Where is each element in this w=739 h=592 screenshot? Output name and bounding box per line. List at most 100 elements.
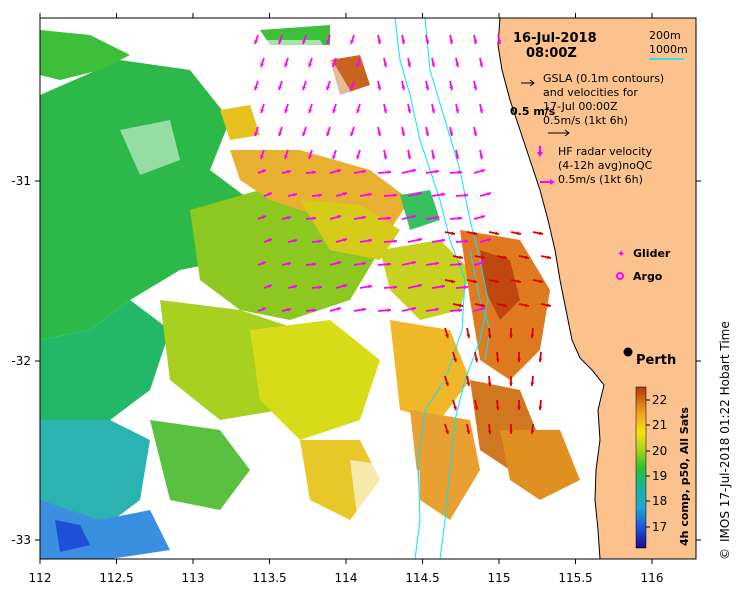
colorbar-tick-label: 20 <box>652 444 667 458</box>
hf-velocity-arrow <box>425 261 440 266</box>
hf-line-2: (4-12h avg)noQC <box>558 159 653 172</box>
hf-velocity-arrow <box>455 149 460 160</box>
colorbar-title: 4h comp, p50, All Sats <box>678 407 691 546</box>
hf-velocity-arrow <box>473 126 478 137</box>
hf-velocity-arrow <box>455 285 469 290</box>
gsla-velocity-arrow <box>444 231 456 236</box>
hf-velocity-arrow <box>278 34 283 45</box>
hf-velocity-arrow <box>359 238 373 243</box>
hf-velocity-arrow <box>449 80 454 91</box>
hf-velocity-arrow <box>260 103 265 114</box>
x-tick-label: 115.5 <box>558 571 592 585</box>
hf-velocity-arrow <box>401 260 417 266</box>
hf-velocity-arrow <box>431 192 446 197</box>
hf-velocity-arrow <box>401 80 406 91</box>
argo-label: Argo <box>633 270 663 283</box>
hf-velocity-arrow <box>257 261 267 266</box>
scale-1000m: 1000m <box>649 43 688 56</box>
gsla-velocity-arrow <box>517 352 521 362</box>
gsla-velocity-arrow <box>444 375 449 387</box>
hf-velocity-arrow <box>353 261 367 266</box>
hf-velocity-arrow <box>305 308 317 313</box>
gsla-line-4: 0.5m/s (1kt 6h) <box>543 114 628 127</box>
hf-velocity-arrow <box>359 192 373 197</box>
velocity-arrows <box>254 34 552 435</box>
gsla-velocity-arrow <box>510 231 522 236</box>
y-tick-label: -31 <box>11 174 31 188</box>
hf-velocity-arrow <box>335 238 348 243</box>
gsla-velocity-arrow <box>452 255 464 260</box>
gsla-velocity-arrow <box>444 327 449 339</box>
hf-velocity-arrow <box>401 34 406 45</box>
hf-velocity-arrow <box>308 149 313 160</box>
hf-velocity-arrow <box>449 262 463 267</box>
hf-velocity-arrow <box>284 57 289 68</box>
hf-velocity-arrow <box>353 169 367 174</box>
gsla-velocity-arrow <box>474 399 479 411</box>
hf-line-1: HF radar velocity <box>558 145 653 158</box>
gsla-velocity-arrow <box>495 399 500 411</box>
hf-velocity-arrow <box>431 284 446 289</box>
hf-velocity-arrow <box>257 215 267 220</box>
hf-legend: HF radar velocity (4-12h avg)noQC 0.5m/s… <box>537 145 653 186</box>
gsla-velocity-arrow <box>488 231 500 236</box>
hf-velocity-arrow <box>356 57 361 68</box>
hf-velocity-arrow <box>308 57 313 68</box>
gsla-velocity-arrow <box>510 279 522 284</box>
hf-velocity-arrow <box>353 215 367 220</box>
hf-velocity-arrow <box>449 170 463 175</box>
gsla-line-1: GSLA (0.1m contours) <box>543 72 664 85</box>
hf-velocity-arrow <box>263 192 273 197</box>
hf-velocity-arrow <box>305 262 317 267</box>
hf-velocity-arrow <box>449 216 463 221</box>
gsla-velocity-arrow <box>540 255 552 260</box>
hf-velocity-arrow <box>383 57 388 68</box>
gsla-velocity-arrow <box>530 423 535 435</box>
hf-velocity-arrow <box>257 307 267 312</box>
hf-velocity-arrow <box>326 126 331 137</box>
hf-velocity-arrow <box>356 103 361 114</box>
hf-velocity-arrow <box>302 34 307 45</box>
hf-velocity-arrow <box>401 126 406 137</box>
hf-velocity-arrow <box>329 215 342 220</box>
hf-velocity-arrow <box>431 238 446 243</box>
hf-velocity-arrow <box>311 285 323 290</box>
gsla-velocity-arrow <box>496 255 508 260</box>
hf-velocity-arrow <box>401 306 417 312</box>
perth-label: Perth <box>636 353 676 368</box>
gsla-legend: GSLA (0.1m contours) and velocities for … <box>510 72 664 137</box>
gsla-velocity-arrow <box>452 399 457 411</box>
x-tick-label: 113.5 <box>252 571 286 585</box>
gsla-velocity-arrow <box>466 231 478 236</box>
hf-velocity-arrow <box>449 126 454 137</box>
hf-velocity-arrow <box>425 126 430 137</box>
bathymetry-contours <box>394 18 491 559</box>
hf-velocity-arrow <box>353 307 367 312</box>
hf-velocity-arrow <box>278 126 283 137</box>
hf-velocity-arrow <box>287 192 298 197</box>
hf-velocity-arrow <box>425 307 440 312</box>
hf-velocity-arrow <box>479 103 484 114</box>
gsla-velocity-arrow <box>509 424 513 434</box>
gsla-velocity-arrow <box>488 279 500 284</box>
x-axis: 112 112.5 113 113.5 114 114.5 115 115.5 116 <box>29 13 663 585</box>
y-tick-label: -33 <box>11 533 31 547</box>
gsla-velocity-arrow <box>496 303 508 308</box>
hf-velocity-arrow <box>254 34 259 45</box>
map-time: 08:00Z <box>526 46 577 61</box>
glider-label: Glider <box>633 247 671 260</box>
hf-velocity-arrow <box>287 284 298 289</box>
argo-icon <box>616 272 624 280</box>
gsla-velocity-arrow <box>530 327 535 339</box>
hf-velocity-arrow <box>473 215 486 220</box>
gsla-velocity-arrow <box>538 399 543 411</box>
hf-velocity-arrow <box>425 169 440 174</box>
hf-velocity-arrow <box>254 80 259 91</box>
hf-velocity-arrow <box>431 57 436 68</box>
hf-velocity-arrow <box>383 103 388 114</box>
hf-velocity-arrow <box>383 285 398 290</box>
y-tick-label: -32 <box>11 354 31 368</box>
hf-velocity-arrow <box>263 238 273 243</box>
hf-velocity-arrow <box>455 57 460 68</box>
hf-velocity-arrow <box>335 192 348 197</box>
